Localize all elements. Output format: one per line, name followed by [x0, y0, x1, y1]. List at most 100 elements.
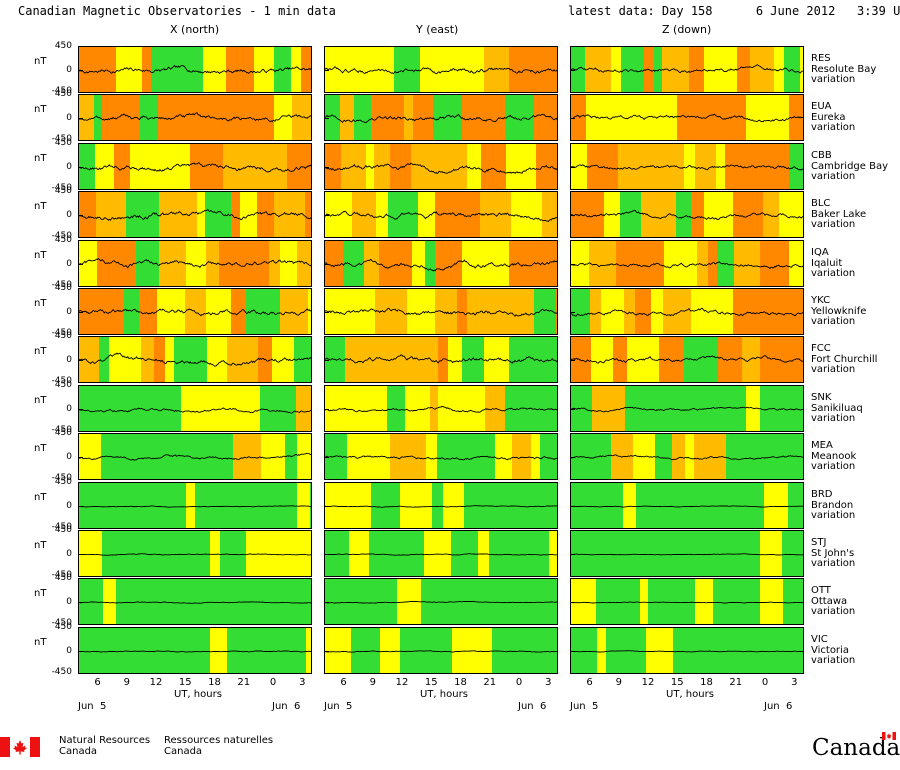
activity-band — [761, 289, 780, 334]
activity-band — [232, 241, 249, 286]
trace-line — [79, 258, 311, 269]
trace-line — [79, 601, 311, 604]
activity-band — [205, 192, 232, 237]
activity-band — [285, 531, 311, 576]
y-tick-label: 0 — [66, 306, 72, 317]
activity-band — [435, 289, 458, 334]
panel-cbb-x — [78, 143, 312, 190]
y-tick-label: -450 — [51, 376, 72, 386]
station-label: variation — [811, 461, 856, 472]
activity-band — [325, 531, 350, 576]
station-label: variation — [811, 122, 856, 133]
activity-band — [133, 434, 147, 479]
activity-band — [800, 47, 803, 92]
activity-band — [119, 483, 150, 528]
y-tick-label: 450 — [54, 380, 72, 390]
activity-band — [325, 579, 351, 624]
activity-band — [420, 144, 435, 189]
activity-band — [291, 47, 302, 92]
activity-band — [694, 531, 709, 576]
panel-ykc-y — [324, 288, 558, 335]
panel-fcc-z — [570, 336, 804, 383]
trace-line — [325, 455, 557, 461]
activity-band — [542, 579, 551, 624]
activity-band — [400, 628, 420, 673]
x-tick-label: 21 — [483, 677, 497, 688]
activity-band — [788, 483, 803, 528]
activity-band — [411, 144, 421, 189]
station-code: CBB — [811, 150, 832, 161]
activity-band — [691, 289, 712, 334]
x-tick-label: 3 — [299, 677, 306, 688]
activity-band — [350, 579, 369, 624]
activity-band — [208, 386, 233, 431]
y-unit-label: nT — [34, 394, 47, 406]
activity-band — [405, 386, 420, 431]
activity-band — [512, 434, 532, 479]
activity-band — [650, 531, 660, 576]
activity-band — [604, 192, 621, 237]
panel-blc-x — [78, 191, 312, 238]
latest-data-label: latest data: Day 158 6 June 2012 3:39 UT — [568, 4, 900, 18]
y-tick-label: -450 — [51, 280, 72, 290]
y-tick-label: -450 — [51, 522, 72, 532]
column-title-x: X (north) — [170, 23, 220, 36]
activity-band — [185, 289, 194, 334]
y-tick-label: 0 — [66, 451, 72, 462]
variation-plot — [325, 483, 557, 528]
activity-band — [213, 434, 234, 479]
y-tick-label: 450 — [54, 235, 72, 245]
activity-band — [624, 289, 636, 334]
x-axis-title: UT, hours — [420, 689, 468, 700]
activity-band — [364, 241, 380, 286]
activity-band — [718, 386, 747, 431]
activity-band — [342, 192, 353, 237]
activity-band — [654, 47, 663, 92]
activity-band — [325, 241, 344, 286]
panel-snk-y — [324, 385, 558, 432]
activity-band — [349, 531, 358, 576]
activity-band — [506, 144, 537, 189]
activity-band — [79, 483, 103, 528]
activity-band — [100, 386, 122, 431]
y-unit-label: nT — [34, 297, 47, 309]
activity-band — [509, 241, 533, 286]
activity-band — [763, 192, 780, 237]
activity-band — [257, 192, 275, 237]
activity-band — [280, 289, 309, 334]
agency-fr-line1: Ressources naturelles — [164, 735, 274, 746]
activity-band — [93, 47, 117, 92]
activity-band — [272, 531, 286, 576]
trace-line — [571, 601, 803, 604]
activity-band — [79, 386, 101, 431]
activity-band — [424, 531, 440, 576]
activity-band — [339, 47, 369, 92]
activity-band — [547, 483, 557, 528]
variation-plot — [79, 386, 311, 431]
trace-line — [325, 354, 557, 364]
activity-band — [379, 241, 413, 286]
activity-band — [489, 531, 523, 576]
station-code: IQA — [811, 247, 829, 258]
activity-band — [621, 47, 645, 92]
activity-band — [274, 95, 293, 140]
trace-line — [325, 600, 557, 604]
activity-band — [620, 192, 642, 237]
station-label-cbb: CBB Cambridge Bay variation — [811, 150, 888, 183]
activity-band — [785, 628, 803, 673]
activity-band — [486, 483, 505, 528]
activity-band — [557, 386, 558, 432]
activity-band — [126, 192, 160, 237]
activity-band — [166, 628, 180, 673]
station-label: variation — [811, 655, 856, 666]
activity-band — [676, 192, 692, 237]
activity-band — [760, 241, 790, 286]
activity-band — [737, 434, 763, 479]
y-tick-label: -450 — [51, 473, 72, 483]
y-tick-label: -450 — [51, 86, 72, 96]
activity-band — [783, 579, 803, 624]
activity-band — [534, 95, 557, 140]
activity-band — [272, 628, 287, 673]
activity-band — [236, 579, 246, 624]
activity-band — [648, 579, 667, 624]
